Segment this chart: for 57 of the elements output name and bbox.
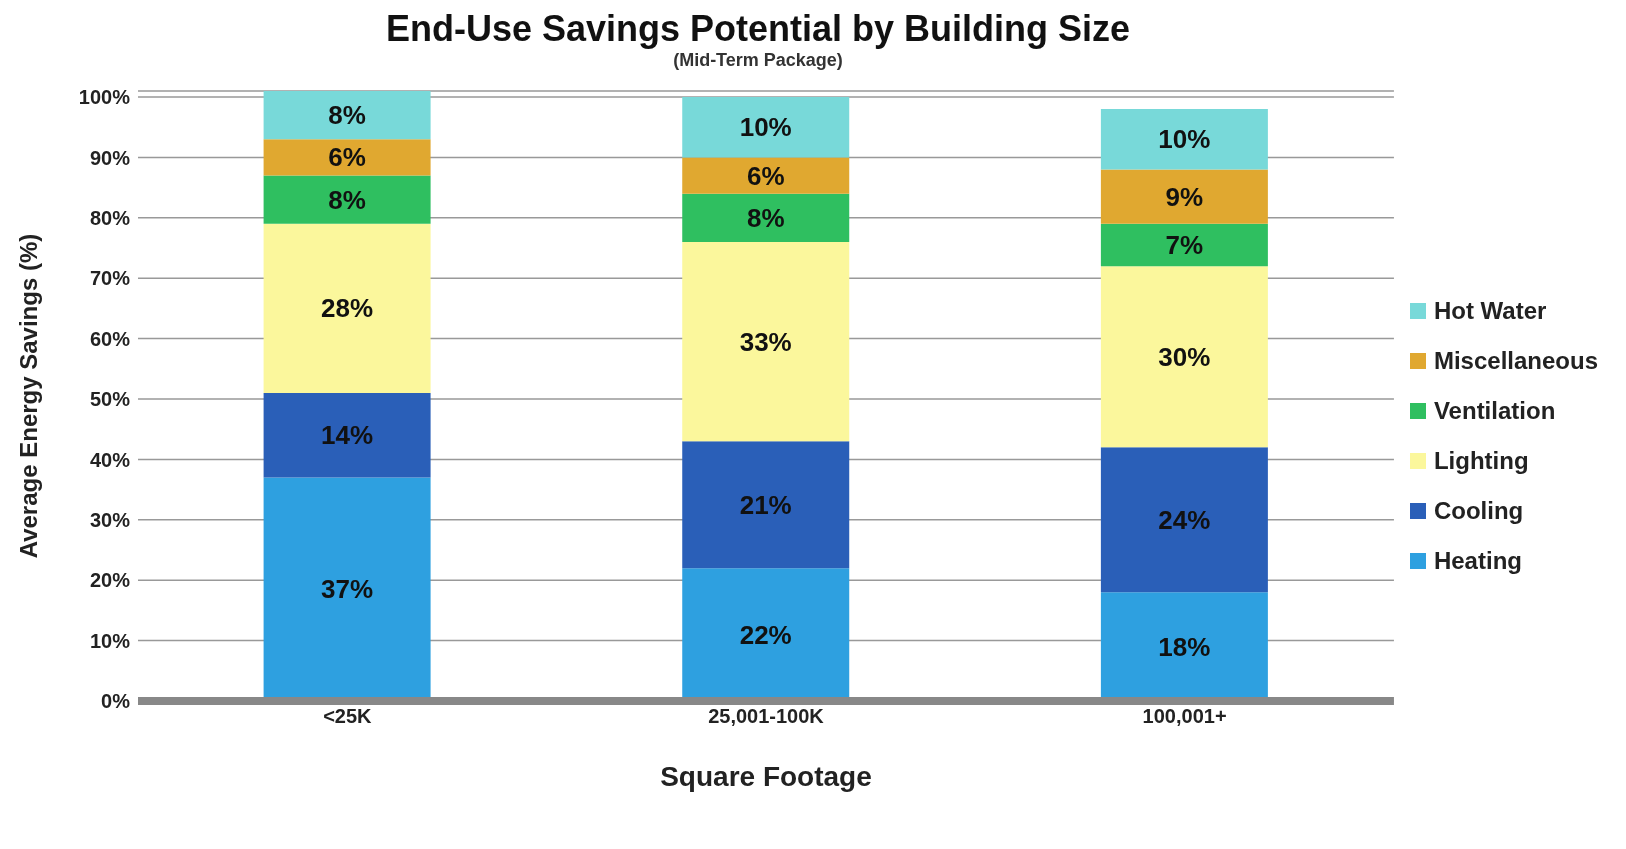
x-tick-label: 25,001-100K [708, 705, 825, 728]
bar [263, 139, 431, 176]
bar [682, 97, 850, 158]
bar [682, 193, 850, 242]
y-tick-label: 80% [89, 206, 131, 229]
bar [1100, 109, 1268, 170]
data-label: 21% [739, 489, 792, 520]
legend-label: Cooling [1433, 497, 1524, 525]
bar [263, 175, 431, 224]
data-label: 30% [1158, 341, 1211, 372]
y-tick-label: 70% [89, 267, 131, 290]
data-label: 6% [746, 160, 785, 191]
data-label: 6% [328, 142, 366, 173]
legend-label: Ventilation [1433, 397, 1556, 425]
data-label: 8% [328, 184, 366, 215]
data-label: 8% [328, 100, 366, 131]
data-label: 9% [1165, 181, 1204, 212]
x-axis-title: Square Footage [660, 761, 872, 792]
y-tick-label: 50% [89, 388, 131, 411]
y-tick-label: 40% [89, 448, 131, 471]
bar [1100, 223, 1268, 267]
bar [1100, 169, 1268, 224]
data-label: 37% [321, 574, 374, 605]
chart-subtitle: (Mid-Term Package) [672, 50, 844, 71]
y-tick-label: 100% [78, 86, 131, 109]
x-tick-label: 100,001+ [1142, 705, 1227, 728]
x-tick-label: <25K [323, 705, 373, 728]
data-label: 24% [1158, 504, 1211, 535]
chart-title: End-Use Savings Potential by Building Size [384, 8, 1132, 50]
y-tick-label: 0% [101, 690, 131, 713]
bar [1100, 447, 1268, 593]
legend-label: Hot Water [1433, 297, 1547, 325]
data-label: 8% [746, 202, 785, 233]
data-label: 28% [321, 293, 374, 324]
bar [682, 157, 850, 194]
data-label: 18% [1158, 631, 1211, 662]
y-tick-label: 90% [89, 146, 131, 169]
data-label: 14% [321, 420, 374, 451]
data-label: 10% [1158, 124, 1211, 155]
legend-label: Heating [1433, 547, 1522, 575]
legend-label: Miscellaneous [1433, 347, 1598, 375]
bar [1100, 266, 1268, 448]
y-tick-label: 60% [89, 327, 131, 350]
data-label: 7% [1165, 230, 1204, 261]
bar [682, 441, 850, 569]
bar [682, 241, 850, 442]
y-tick-label: 10% [89, 629, 131, 652]
data-label: 10% [739, 112, 792, 143]
data-label: 33% [739, 326, 792, 357]
y-axis-title: Average Energy Savings (%) [14, 233, 42, 559]
bar [263, 392, 431, 478]
bar [263, 223, 431, 393]
y-tick-label: 30% [89, 508, 131, 531]
y-tick-label: 20% [89, 569, 131, 592]
legend-label: Lighting [1433, 447, 1529, 475]
bar [263, 91, 431, 140]
data-label: 22% [739, 619, 792, 650]
